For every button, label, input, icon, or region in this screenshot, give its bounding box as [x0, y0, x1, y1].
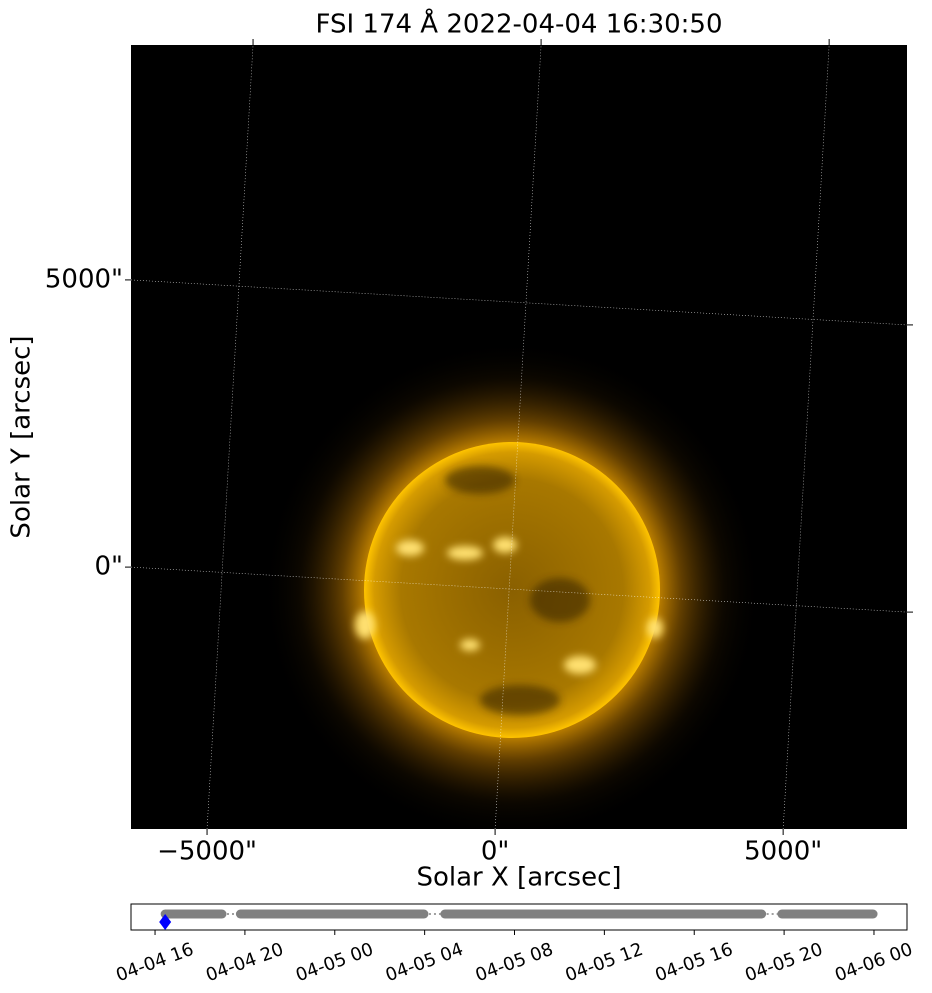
y-tick-label: 0"	[94, 552, 123, 582]
chart-title: FSI 174 Å 2022-04-04 16:30:50	[315, 8, 722, 40]
sun-image	[262, 340, 762, 829]
grid-line	[782, 44, 830, 830]
grid-line	[206, 44, 254, 830]
x-tick-label: −5000"	[157, 837, 257, 867]
x-tick-label: 0"	[481, 837, 510, 867]
x-tick-label: 04-05 08	[473, 939, 556, 986]
grid-line	[130, 279, 908, 326]
dark-regions	[445, 466, 590, 715]
current-frame-marker	[159, 914, 172, 930]
x-tick-label: 04-05 16	[652, 939, 735, 986]
x-tick-label: 04-05 04	[383, 939, 466, 986]
x-tick-label: 04-05 12	[563, 939, 646, 986]
x-tick-label: 04-05 20	[742, 939, 825, 986]
x-tick-label: 5000"	[744, 837, 822, 867]
x-tick-label: 04-04 20	[203, 939, 286, 986]
grid-line	[130, 566, 908, 613]
y-tick-label: 5000"	[45, 264, 123, 294]
x-axis-label: Solar X [arcsec]	[416, 863, 621, 893]
x-tick-label: 04-06 00	[832, 939, 915, 986]
y-axis-label: Solar Y [arcsec]	[7, 335, 37, 538]
grid-line	[494, 44, 542, 830]
x-tick-label: 04-05 00	[293, 939, 376, 986]
active-regions	[355, 537, 663, 674]
grid	[130, 44, 908, 830]
x-tick-label: 04-04 16	[113, 939, 196, 986]
